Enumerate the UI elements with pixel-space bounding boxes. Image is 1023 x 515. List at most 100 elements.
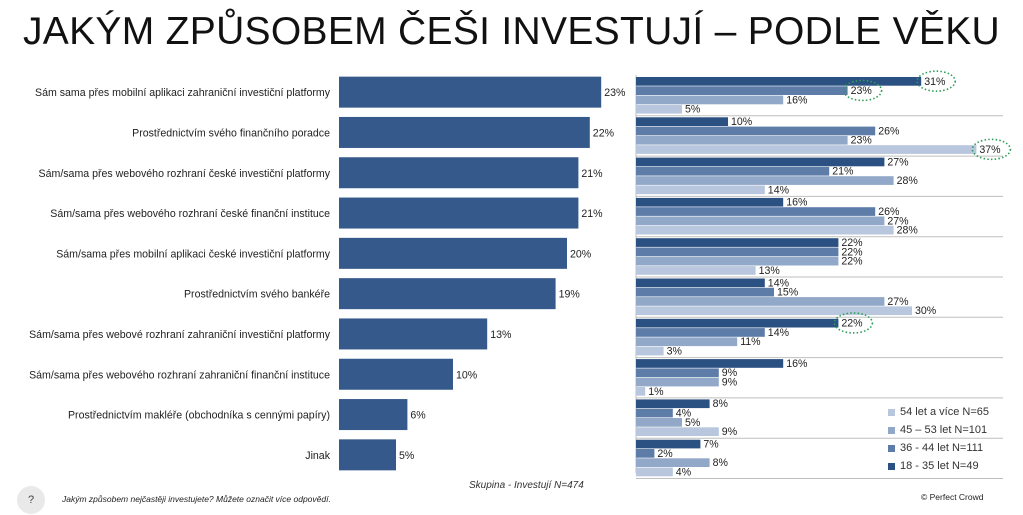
sample-note: Skupina - Investují N=474 — [469, 480, 584, 491]
age-bar — [636, 197, 784, 207]
age-bar — [636, 337, 738, 347]
age-value-label: 23% — [851, 85, 873, 97]
age-bar — [636, 95, 784, 105]
age-bar — [636, 467, 673, 477]
age-value-label: 30% — [915, 305, 937, 317]
age-bar — [636, 126, 876, 136]
category-label: Sám sama přes mobilní aplikaci zahraničn… — [35, 87, 331, 99]
highlight-circle — [842, 79, 883, 102]
age-value-label: 26% — [878, 206, 900, 218]
age-value-label: 2% — [657, 448, 673, 460]
age-value-label: 8% — [713, 398, 729, 410]
age-value-label: 1% — [648, 386, 664, 398]
legend-item-45-53: 45 – 53 let N=101 — [888, 421, 989, 439]
category-label: Sám/sama přes webového rozhraní zahranič… — [29, 369, 330, 381]
category-label: Sám/sama přes mobilní aplikaci české inv… — [56, 248, 330, 260]
legend: 54 let a více N=65 45 – 53 let N=101 36 … — [888, 403, 989, 475]
age-value-label: 14% — [768, 184, 790, 196]
total-bar — [339, 157, 579, 189]
total-value-label: 21% — [581, 168, 603, 180]
age-bar — [636, 368, 719, 378]
legend-label: 45 – 53 let N=101 — [900, 424, 988, 436]
age-bar — [636, 157, 885, 167]
age-value-label: 11% — [740, 336, 761, 348]
age-bar — [636, 399, 710, 409]
total-value-label: 19% — [559, 289, 581, 301]
age-value-label: 9% — [722, 426, 738, 438]
survey-question: Jakým způsobem nejčastěji investujete? M… — [62, 494, 331, 504]
help-icon[interactable]: ? — [17, 486, 45, 514]
age-bar — [636, 185, 765, 195]
age-value-label: 14% — [768, 277, 790, 289]
total-value-label: 5% — [399, 450, 415, 462]
legend-swatch — [888, 462, 895, 470]
age-bar — [636, 86, 848, 95]
age-bar — [636, 287, 774, 297]
age-value-label: 22% — [841, 246, 863, 258]
age-value-label: 26% — [878, 125, 900, 137]
category-label: Sám/sama přes webové rozhraní zahraniční… — [29, 329, 331, 341]
age-bar — [636, 145, 977, 154]
age-bar — [636, 306, 912, 316]
age-value-label: 5% — [685, 104, 701, 116]
total-bar — [339, 439, 396, 471]
age-bar — [636, 135, 848, 145]
age-value-label: 13% — [759, 265, 781, 277]
copyright: © Perfect Crowd — [921, 492, 984, 502]
total-bar — [339, 197, 579, 229]
age-value-label: 23% — [851, 135, 873, 147]
age-bar — [636, 104, 682, 114]
age-value-label: 16% — [786, 358, 808, 370]
category-label: Jinak — [305, 450, 330, 462]
total-value-label: 21% — [581, 208, 603, 220]
total-value-label: 13% — [490, 329, 512, 341]
age-bar — [636, 166, 830, 176]
age-bar — [636, 176, 894, 185]
legend-label: 18 - 35 let N=49 — [900, 460, 979, 472]
age-bar — [636, 247, 839, 257]
age-value-label: 10% — [731, 116, 753, 128]
legend-item-54-plus: 54 let a více N=65 — [888, 403, 989, 421]
category-label: Prostřednictvím makléře (obchodníka s ce… — [68, 410, 330, 422]
age-bar — [636, 278, 765, 288]
age-bar — [636, 77, 922, 86]
category-label: Prostřednictvím svého finančního poradce — [132, 127, 330, 139]
age-bar — [636, 458, 710, 467]
age-bar — [636, 256, 839, 266]
legend-label: 54 let a více N=65 — [900, 406, 989, 418]
age-value-label: 22% — [841, 318, 863, 330]
age-bar — [636, 207, 876, 216]
age-value-label: 37% — [979, 144, 1001, 156]
age-bar — [636, 328, 765, 337]
age-bar — [636, 439, 701, 449]
age-value-label: 8% — [713, 457, 729, 469]
legend-swatch — [888, 408, 895, 416]
age-bar — [636, 266, 756, 275]
age-value-label: 28% — [897, 225, 919, 237]
total-bar — [339, 318, 488, 350]
age-value-label: 27% — [887, 296, 909, 308]
age-bar — [636, 117, 728, 126]
age-value-label: 16% — [786, 94, 808, 106]
total-bar — [339, 237, 567, 269]
total-bar — [339, 76, 602, 108]
age-bar — [636, 216, 885, 226]
legend-item-18-35: 18 - 35 let N=49 — [888, 457, 989, 475]
total-bar — [339, 278, 556, 310]
highlight-circle — [971, 138, 1012, 161]
age-bar — [636, 297, 885, 306]
category-label: Sám/sama přes webového rozhraní české fi… — [50, 208, 330, 220]
total-bar — [339, 358, 453, 390]
age-value-label: 21% — [832, 166, 854, 178]
legend-item-36-44: 36 - 44 let N=111 — [888, 439, 989, 457]
age-bar — [636, 225, 894, 235]
category-label: Prostřednictvím svého bankéře — [184, 289, 330, 301]
age-bar — [636, 387, 646, 396]
legend-swatch — [888, 426, 895, 434]
age-bar — [636, 318, 839, 328]
age-value-label: 31% — [924, 76, 946, 88]
age-value-label: 4% — [676, 408, 692, 420]
age-value-label: 22% — [841, 237, 863, 249]
age-bar — [636, 427, 719, 436]
